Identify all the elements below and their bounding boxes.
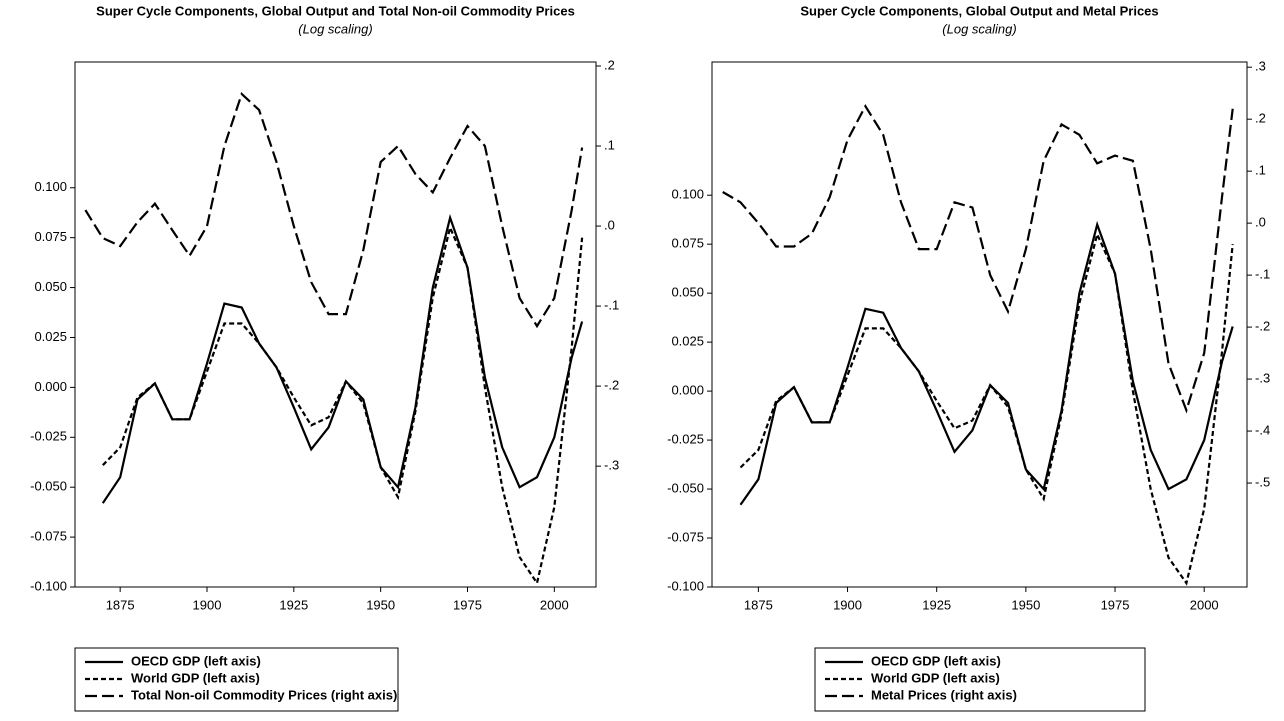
x-tick-label: 1875 xyxy=(106,597,135,612)
series-line xyxy=(739,220,1234,506)
series-line xyxy=(739,231,1234,586)
y-tick-label: 0.100 xyxy=(34,179,67,194)
legend-label: Total Non-oil Commodity Prices (right ax… xyxy=(131,687,397,702)
plot-frame xyxy=(711,61,1248,588)
x-tick-label: 1950 xyxy=(1011,597,1040,612)
x-tick-label: 1925 xyxy=(279,597,308,612)
x-tick-label: 1900 xyxy=(193,597,222,612)
y2-tick-label: .3 xyxy=(1255,59,1266,74)
y2-tick-label: .1 xyxy=(604,137,615,152)
y-tick-label: 0.050 xyxy=(34,279,67,294)
series-line xyxy=(84,92,584,329)
y-tick-label: 0.075 xyxy=(671,236,704,251)
y2-tick-label: .2 xyxy=(604,57,615,72)
legend-box xyxy=(74,647,399,712)
y-tick-label: 0.100 xyxy=(671,187,704,202)
y-tick-label: 0.025 xyxy=(671,334,704,349)
y-tick-label: -0.075 xyxy=(30,529,67,544)
legend-label: World GDP (left axis) xyxy=(871,670,1000,685)
x-tick-label: 1975 xyxy=(1101,597,1130,612)
x-tick-label: 1975 xyxy=(453,597,482,612)
x-tick-label: 1925 xyxy=(922,597,951,612)
y2-tick-label: .0 xyxy=(604,218,615,233)
y-tick-label: -0.025 xyxy=(30,429,67,444)
y2-tick-label: -.4 xyxy=(1255,422,1270,437)
x-tick-label: 1950 xyxy=(366,597,395,612)
y2-tick-label: -.1 xyxy=(604,298,619,313)
legend-label: World GDP (left axis) xyxy=(131,670,260,685)
y2-tick-label: .0 xyxy=(1255,215,1266,230)
y-tick-label: 0.050 xyxy=(671,285,704,300)
y2-tick-label: -.5 xyxy=(1255,474,1270,489)
y-tick-label: -0.025 xyxy=(667,432,704,447)
chart-subtitle: (Log scaling) xyxy=(298,21,372,36)
y2-tick-label: .1 xyxy=(1255,163,1266,178)
series-line xyxy=(102,224,584,586)
x-tick-label: 2000 xyxy=(540,597,569,612)
y2-tick-label: -.2 xyxy=(1255,319,1270,334)
legend-box xyxy=(814,647,1146,712)
y-tick-label: 0.000 xyxy=(671,383,704,398)
chart-title: Super Cycle Components, Global Output an… xyxy=(96,3,575,18)
y2-tick-label: .2 xyxy=(1255,111,1266,126)
y2-tick-label: -.3 xyxy=(1255,371,1270,386)
x-tick-label: 1900 xyxy=(833,597,862,612)
y2-tick-label: -.2 xyxy=(604,378,619,393)
x-tick-label: 2000 xyxy=(1190,597,1219,612)
y-tick-label: 0.075 xyxy=(34,229,67,244)
chart-title: Super Cycle Components, Global Output an… xyxy=(800,3,1158,18)
y-tick-label: -0.100 xyxy=(667,578,704,593)
series-line xyxy=(722,103,1234,414)
y-tick-label: 0.025 xyxy=(34,329,67,344)
plot-frame xyxy=(74,61,597,588)
y-tick-label: 0.000 xyxy=(34,379,67,394)
legend-label: OECD GDP (left axis) xyxy=(131,653,261,668)
chart-subtitle: (Log scaling) xyxy=(942,21,1016,36)
y2-tick-label: -.3 xyxy=(604,458,619,473)
legend-label: OECD GDP (left axis) xyxy=(871,653,1001,668)
y2-tick-label: -.1 xyxy=(1255,267,1270,282)
y-tick-label: -0.050 xyxy=(667,480,704,495)
x-tick-label: 1875 xyxy=(744,597,773,612)
y-tick-label: -0.050 xyxy=(30,479,67,494)
y-tick-label: -0.075 xyxy=(667,529,704,544)
legend-label: Metal Prices (right axis) xyxy=(871,687,1017,702)
y-tick-label: -0.100 xyxy=(30,578,67,593)
